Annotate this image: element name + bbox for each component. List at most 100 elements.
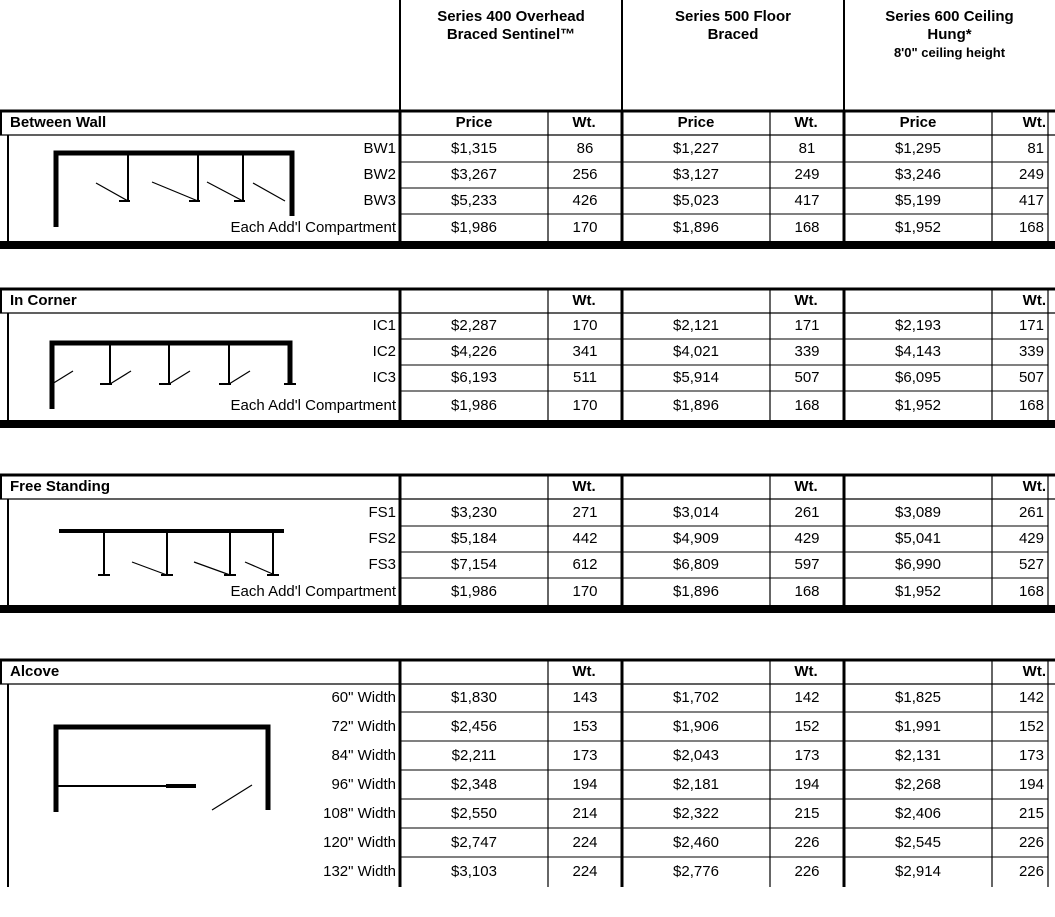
- series-600-line3: 8'0" ceiling height: [893, 45, 1006, 60]
- wt-600-cell: 339: [1018, 343, 1044, 360]
- wt-label: Wt.: [572, 292, 596, 309]
- price-400-cell: $7,154: [451, 556, 497, 573]
- wt-400-cell: 194: [572, 776, 598, 793]
- wt-400-cell: 256: [572, 166, 598, 183]
- wt-400-cell: 224: [572, 834, 598, 851]
- wt-600-cell: 81: [1027, 140, 1044, 157]
- price-600-cell: $1,991: [895, 718, 941, 735]
- wt-label: Wt.: [1022, 292, 1046, 309]
- price-600-cell: $4,143: [895, 343, 941, 360]
- price-500-cell: $1,896: [673, 397, 719, 414]
- price-600-cell: $1,952: [895, 397, 941, 414]
- price-500-cell: $4,021: [673, 343, 719, 360]
- series-600-line1: Series 600 Ceiling: [885, 8, 1014, 25]
- price-600-cell: $2,406: [895, 805, 941, 822]
- section-title: Between Wall: [10, 114, 107, 131]
- section-title: Free Standing: [10, 478, 111, 495]
- price-600-cell: $2,268: [895, 776, 941, 793]
- wt-500-cell: 152: [794, 718, 820, 735]
- series-500-line2: Braced: [707, 26, 759, 43]
- wt-600-cell: 527: [1018, 556, 1044, 573]
- row-label: FS3: [368, 556, 396, 573]
- price-600-cell: $1,952: [895, 583, 941, 600]
- price-500-cell: $3,014: [673, 504, 719, 521]
- series-600-line2: Hung*: [927, 26, 972, 43]
- wt-600-cell: 429: [1018, 530, 1044, 547]
- series-400-line1: Series 400 Overhead: [437, 8, 585, 25]
- price-600-cell: $1,825: [895, 689, 941, 706]
- price-500-cell: $1,906: [673, 718, 719, 735]
- wt-400-cell: 170: [572, 317, 598, 334]
- wt-500-cell: 249: [794, 166, 820, 183]
- price-400-cell: $1,986: [451, 397, 497, 414]
- price-400-cell: $2,747: [451, 834, 497, 851]
- row-label: 96" Width: [331, 776, 396, 793]
- row-label: 132" Width: [323, 863, 396, 880]
- price-600-cell: $2,193: [895, 317, 941, 334]
- section-separator: [0, 605, 1055, 613]
- price-600-cell: $6,990: [895, 556, 941, 573]
- wt-600-cell: 194: [1018, 776, 1044, 793]
- wt-600-cell: 226: [1018, 834, 1044, 851]
- price-400-cell: $1,986: [451, 219, 497, 236]
- wt-500-cell: 168: [794, 219, 820, 236]
- wt-600-cell: 507: [1018, 369, 1044, 386]
- price-600-cell: $2,131: [895, 747, 941, 764]
- wt-600-cell: 226: [1018, 863, 1044, 880]
- section-separator: [0, 420, 1055, 428]
- wt-400-cell: 214: [572, 805, 598, 822]
- row-label: BW2: [363, 166, 396, 183]
- series-400-line2: Braced Sentinel™: [446, 26, 576, 43]
- wt-400-cell: 442: [572, 530, 598, 547]
- wt-600-cell: 215: [1018, 805, 1044, 822]
- wt-600-cell: 417: [1018, 192, 1044, 209]
- price-500-cell: $2,043: [673, 747, 719, 764]
- price-400-cell: $5,184: [451, 530, 497, 547]
- wt-400-cell: 170: [572, 397, 598, 414]
- price-600-cell: $5,199: [895, 192, 941, 209]
- alcove-diagram: [53, 724, 271, 812]
- wt-label: Wt.: [1022, 114, 1046, 131]
- door-line: [244, 561, 276, 576]
- row-label: IC3: [372, 369, 396, 386]
- price-400-cell: $2,456: [451, 718, 497, 735]
- price-600-cell: $3,089: [895, 504, 941, 521]
- price-600-cell: $1,295: [895, 140, 941, 157]
- section-title: In Corner: [10, 292, 77, 309]
- wt-label: Wt.: [572, 114, 596, 131]
- wt-label: Wt.: [1022, 478, 1046, 495]
- door-line: [131, 561, 168, 576]
- wt-400-cell: 612: [572, 556, 598, 573]
- door-line: [252, 182, 286, 202]
- row-label: Each Add'l Compartment: [230, 583, 396, 600]
- price-600-cell: $2,914: [895, 863, 941, 880]
- wt-500-cell: 226: [794, 863, 820, 880]
- price-400-cell: $4,226: [451, 343, 497, 360]
- price-400-cell: $2,550: [451, 805, 497, 822]
- series-500-line1: Series 500 Floor: [675, 8, 791, 25]
- wt-400-cell: 224: [572, 863, 598, 880]
- door-line: [95, 182, 129, 202]
- wt-400-cell: 153: [572, 718, 598, 735]
- wt-label: Wt.: [794, 663, 818, 680]
- price-500-cell: $3,127: [673, 166, 719, 183]
- price-500-cell: $2,322: [673, 805, 719, 822]
- row-label: 72" Width: [331, 718, 396, 735]
- price-400-cell: $2,211: [451, 747, 497, 764]
- door-line: [228, 370, 251, 385]
- wt-400-cell: 341: [572, 343, 598, 360]
- row-label: Each Add'l Compartment: [230, 219, 396, 236]
- wt-600-cell: 173: [1018, 747, 1044, 764]
- door-line: [151, 181, 199, 202]
- wt-400-cell: 426: [572, 192, 598, 209]
- row-label: 120" Width: [323, 834, 396, 851]
- wt-500-cell: 168: [794, 397, 820, 414]
- wt-500-cell: 261: [794, 504, 820, 521]
- price-600-cell: $6,095: [895, 369, 941, 386]
- in-corner-diagram: [49, 340, 293, 409]
- wt-500-cell: 507: [794, 369, 820, 386]
- price-label: Price: [677, 114, 715, 131]
- price-600-cell: $1,952: [895, 219, 941, 236]
- wt-600-cell: 261: [1018, 504, 1044, 521]
